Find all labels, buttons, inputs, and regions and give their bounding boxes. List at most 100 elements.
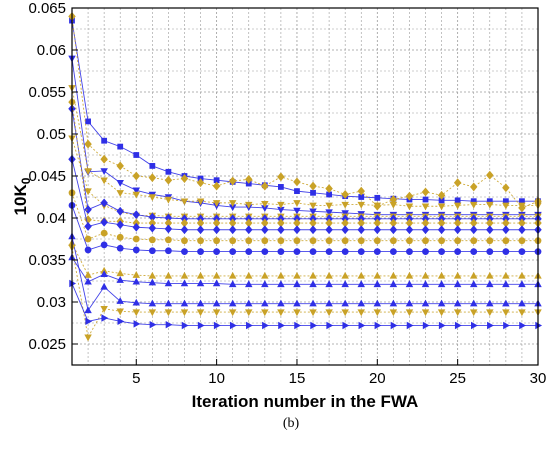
data-point: [519, 321, 527, 330]
data-point: [374, 194, 381, 201]
y-tick-label: 0.04: [37, 210, 66, 227]
data-point: [437, 299, 446, 307]
data-point: [181, 237, 188, 245]
data-point: [389, 218, 398, 228]
data-point: [405, 280, 414, 288]
data-point: [149, 163, 156, 169]
data-point: [116, 308, 124, 316]
data-point: [245, 299, 253, 307]
data-point: [84, 306, 92, 314]
data-point: [277, 206, 285, 214]
series-layer: [68, 11, 543, 342]
data-point: [148, 309, 157, 317]
data-point: [213, 237, 221, 245]
data-point: [421, 187, 430, 197]
data-point: [85, 317, 93, 326]
data-point: [212, 279, 221, 287]
data-point: [341, 190, 349, 199]
data-point: [148, 194, 157, 202]
data-point: [116, 190, 124, 197]
data-point: [148, 271, 157, 279]
data-point: [116, 233, 124, 241]
data-point: [325, 225, 333, 235]
data-point: [486, 170, 494, 180]
data-point: [245, 271, 253, 279]
data-point: [245, 201, 253, 209]
data-point: [228, 200, 237, 207]
data-point: [164, 309, 173, 317]
data-point: [132, 187, 141, 195]
data-point: [69, 279, 77, 288]
data-point: [245, 248, 253, 256]
data-point: [116, 161, 124, 171]
data-point: [406, 237, 413, 245]
data-point: [261, 201, 269, 208]
data-point: [437, 271, 446, 279]
data-point: [133, 152, 140, 158]
data-point: [212, 271, 221, 279]
data-point: [164, 175, 173, 185]
data-point: [453, 299, 462, 307]
data-point: [228, 218, 237, 228]
series-line: [71, 257, 538, 285]
data-point: [309, 237, 317, 245]
data-point: [277, 172, 285, 182]
data-point: [181, 321, 189, 330]
data-point: [132, 271, 141, 278]
data-point: [406, 248, 413, 256]
data-point: [84, 235, 92, 243]
data-point: [277, 248, 285, 256]
data-point: [373, 218, 382, 228]
data-point: [389, 271, 398, 279]
data-point: [100, 241, 108, 249]
data-point: [213, 248, 221, 256]
data-point: [213, 177, 220, 184]
data-point: [453, 218, 462, 228]
data-point: [277, 271, 285, 279]
series-2: [68, 11, 542, 213]
data-point: [469, 280, 478, 288]
data-point: [502, 218, 510, 228]
data-point: [325, 299, 333, 307]
data-point: [502, 248, 510, 256]
data-point: [358, 194, 365, 200]
data-point: [421, 309, 430, 317]
data-point: [518, 202, 526, 210]
data-point: [101, 314, 109, 322]
data-point: [196, 225, 205, 235]
data-point: [309, 248, 317, 256]
data-point: [437, 218, 446, 228]
data-point: [357, 186, 365, 196]
data-point: [310, 189, 316, 196]
data-point: [373, 237, 381, 245]
data-point: [148, 247, 156, 255]
data-point: [277, 237, 285, 245]
data-point: [325, 280, 333, 288]
data-point: [116, 180, 124, 187]
data-point: [341, 225, 349, 235]
data-point: [212, 218, 221, 228]
y-tick-label: 0.03: [37, 294, 66, 311]
data-point: [421, 203, 430, 211]
data-point: [357, 225, 365, 235]
data-point: [84, 205, 92, 215]
data-point: [261, 309, 269, 317]
data-point: [229, 237, 237, 245]
data-point: [389, 225, 398, 235]
data-point: [405, 271, 414, 279]
x-tick-label: 25: [449, 370, 466, 387]
data-point: [453, 280, 462, 288]
data-point: [358, 321, 366, 330]
data-point: [454, 197, 461, 204]
data-point: [84, 139, 92, 149]
data-point: [389, 195, 398, 204]
data-point: [518, 237, 526, 245]
data-point: [132, 246, 140, 254]
data-point: [502, 202, 510, 210]
data-point: [277, 299, 285, 307]
data-point: [165, 168, 172, 175]
data-point: [277, 201, 285, 209]
data-point: [100, 198, 108, 208]
data-point: [245, 280, 253, 288]
data-point: [165, 236, 172, 244]
